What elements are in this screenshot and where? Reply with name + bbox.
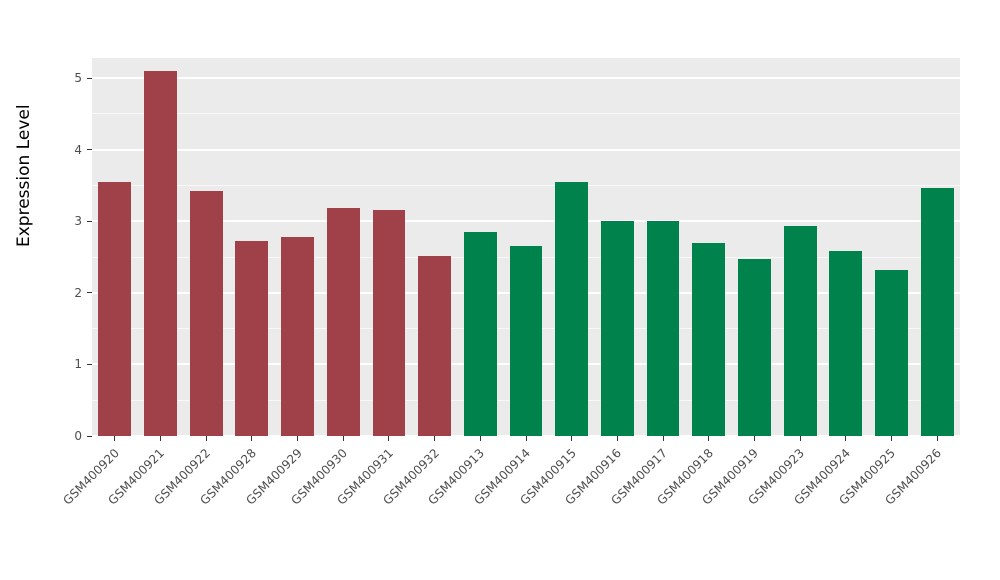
bar-GSM400932	[418, 256, 452, 436]
bar-GSM400930	[326, 208, 360, 436]
x-tick-mark	[571, 436, 573, 441]
x-tick-mark	[114, 436, 116, 441]
x-tick-mark	[936, 436, 938, 441]
bar-GSM400916	[600, 220, 634, 436]
y-tick-label: 1	[74, 357, 82, 372]
bar-GSM400913	[463, 231, 497, 436]
bar-GSM400925	[875, 269, 908, 436]
major-gridline	[92, 148, 960, 151]
x-tick-mark	[160, 436, 162, 441]
bar-GSM400921	[144, 70, 177, 436]
x-tick-mark	[799, 436, 801, 441]
bar-GSM400917	[646, 220, 680, 436]
y-tick-label: 5	[74, 71, 82, 86]
y-tick-mark	[87, 363, 92, 365]
y-tick-mark	[87, 149, 92, 151]
x-tick-mark	[251, 436, 253, 441]
x-tick-mark	[342, 436, 344, 441]
x-tick-mark	[205, 436, 207, 441]
x-tick-mark	[616, 436, 618, 441]
y-tick-mark	[87, 220, 92, 222]
x-tick-mark	[479, 436, 481, 441]
y-axis-title: Expression Level	[14, 104, 34, 247]
bar-GSM400931	[372, 209, 406, 436]
minor-gridline	[92, 113, 960, 115]
bar-GSM400918	[692, 243, 726, 436]
x-tick-mark	[845, 436, 847, 441]
x-tick-mark	[662, 436, 664, 441]
x-tick-mark	[708, 436, 710, 441]
y-tick-mark	[87, 435, 92, 437]
bar-GSM400915	[555, 181, 589, 436]
x-tick-mark	[890, 436, 892, 441]
bar-GSM400926	[920, 188, 954, 436]
plot-panel	[92, 58, 960, 437]
x-tick-mark	[434, 436, 436, 441]
bar-GSM400922	[189, 191, 223, 436]
major-gridline	[92, 220, 960, 223]
bar-GSM400924	[829, 251, 863, 436]
y-tick-label: 0	[74, 429, 82, 443]
x-tick-mark	[525, 436, 527, 441]
y-tick-mark	[87, 77, 92, 79]
y-tick-label: 2	[74, 285, 82, 300]
x-tick-mark	[753, 436, 755, 441]
bar-GSM400920	[98, 181, 132, 436]
y-tick-label: 3	[74, 214, 82, 229]
x-tick-mark	[297, 436, 299, 441]
y-tick-mark	[87, 292, 92, 294]
y-tick-label: 4	[74, 142, 82, 157]
bar-GSM400914	[509, 246, 543, 436]
bar-GSM400919	[737, 259, 771, 436]
bar-GSM400928	[235, 241, 269, 436]
major-gridline	[92, 77, 960, 80]
x-tick-mark	[388, 436, 390, 441]
minor-gridline	[92, 184, 960, 186]
bar-GSM400923	[783, 226, 817, 436]
bar-GSM400929	[281, 236, 315, 436]
